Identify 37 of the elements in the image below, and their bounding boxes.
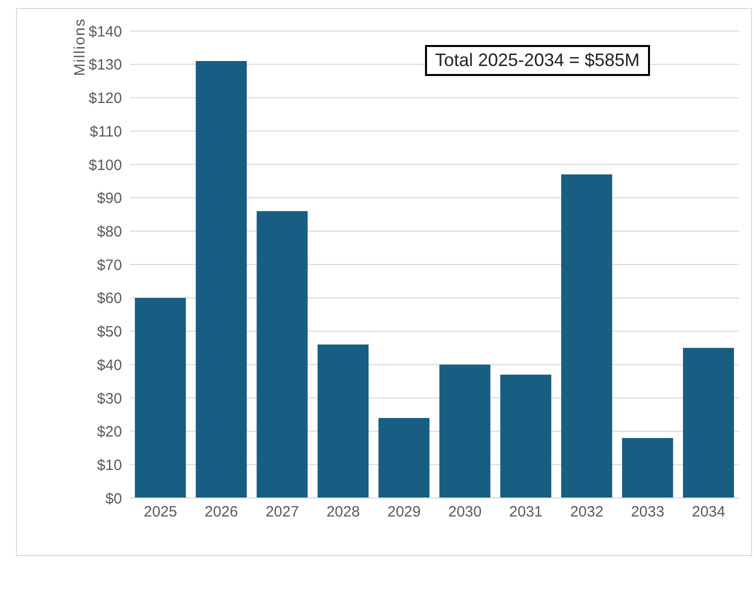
bar <box>134 298 186 498</box>
x-tick-label: 2029 <box>387 504 421 521</box>
y-tick-label: $0 <box>105 490 122 508</box>
y-tick-label: $40 <box>96 356 122 374</box>
x-tick-label: 2026 <box>204 504 238 521</box>
bar <box>378 418 430 498</box>
y-tick-label: $30 <box>96 390 122 408</box>
y-tick-label: $140 <box>88 23 122 40</box>
bar <box>196 61 247 498</box>
bar <box>622 438 674 498</box>
y-tick-label: $70 <box>96 256 122 274</box>
x-tick-label: 2030 <box>448 504 482 521</box>
x-tick-label: 2032 <box>570 504 604 521</box>
x-tick-label: 2028 <box>326 504 360 521</box>
y-tick-label: $20 <box>96 424 122 441</box>
y-tick-label: $80 <box>96 223 122 240</box>
y-tick-label: $110 <box>90 123 122 140</box>
x-tick-label: 2033 <box>630 504 664 521</box>
bar <box>500 374 552 498</box>
x-tick-label: 2034 <box>692 504 726 521</box>
bar <box>439 364 490 498</box>
bar <box>318 344 369 498</box>
bar <box>561 174 612 498</box>
annotation: Total 2025-2034 = $585M <box>425 45 650 76</box>
y-axis-title: Millions <box>72 18 89 76</box>
x-tick-label: 2025 <box>144 504 178 521</box>
y-tick-label: $100 <box>88 156 122 174</box>
y-tick-label: $90 <box>96 190 122 208</box>
bar <box>256 211 308 498</box>
bar <box>682 348 734 498</box>
y-tick-label: $120 <box>88 90 122 108</box>
x-tick-label: 2027 <box>266 504 299 521</box>
y-tick-label: $50 <box>96 324 122 341</box>
y-tick-label: $10 <box>96 456 122 474</box>
x-tick-label: 2031 <box>509 504 543 521</box>
y-tick-label: $130 <box>88 56 122 74</box>
y-tick-label: $60 <box>96 290 122 308</box>
